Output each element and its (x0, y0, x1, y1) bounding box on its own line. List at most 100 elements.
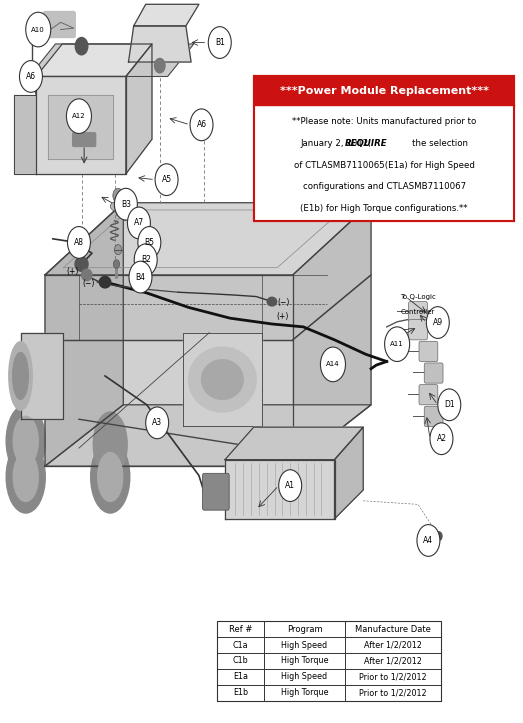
Circle shape (279, 470, 302, 502)
Ellipse shape (99, 276, 111, 288)
Text: **Please note: Units manufactured prior to: **Please note: Units manufactured prior … (292, 117, 476, 127)
Text: After 1/2/2012: After 1/2/2012 (364, 656, 422, 665)
Text: C1b: C1b (233, 656, 248, 665)
Text: E1b: E1b (233, 688, 248, 697)
Text: After 1/2/2012: After 1/2/2012 (364, 641, 422, 649)
Text: B4: B4 (135, 273, 145, 281)
Circle shape (115, 188, 138, 220)
Ellipse shape (201, 360, 243, 399)
Ellipse shape (13, 353, 28, 399)
Text: B5: B5 (144, 238, 154, 247)
FancyBboxPatch shape (419, 341, 438, 362)
Text: B3: B3 (121, 200, 131, 209)
Text: D1: D1 (444, 401, 454, 409)
Text: (−): (−) (278, 298, 290, 307)
Text: A8: A8 (74, 238, 84, 247)
Circle shape (426, 307, 449, 338)
Circle shape (115, 244, 122, 254)
FancyBboxPatch shape (408, 320, 427, 340)
Circle shape (430, 423, 453, 455)
Text: REQUIRE: REQUIRE (345, 139, 387, 148)
Polygon shape (45, 405, 371, 466)
Circle shape (134, 244, 157, 275)
FancyBboxPatch shape (424, 406, 443, 427)
Ellipse shape (115, 204, 122, 209)
Polygon shape (45, 202, 371, 275)
Text: C1a: C1a (233, 641, 248, 649)
Text: A12: A12 (72, 114, 86, 119)
Circle shape (66, 99, 92, 134)
Text: A1: A1 (285, 481, 295, 490)
Polygon shape (45, 340, 293, 466)
Text: A4: A4 (423, 536, 434, 545)
Text: January 2, 2012,               the selection: January 2, 2012, the selection (300, 139, 468, 148)
Text: A6: A6 (197, 120, 207, 129)
Polygon shape (48, 95, 113, 160)
Text: Manufacture Date: Manufacture Date (355, 625, 431, 634)
Text: (+): (+) (66, 267, 79, 275)
Circle shape (19, 61, 42, 93)
Circle shape (190, 109, 213, 141)
Polygon shape (225, 460, 335, 519)
Polygon shape (126, 44, 152, 174)
Ellipse shape (93, 412, 127, 477)
Ellipse shape (9, 342, 32, 410)
Polygon shape (293, 202, 371, 340)
Circle shape (155, 59, 165, 73)
Circle shape (208, 27, 231, 59)
Text: A10: A10 (31, 27, 45, 33)
Polygon shape (45, 275, 293, 340)
Circle shape (113, 260, 120, 268)
Bar (254, 77, 515, 221)
Circle shape (129, 261, 152, 293)
Ellipse shape (188, 347, 256, 412)
Text: B2: B2 (141, 255, 151, 264)
Circle shape (146, 407, 168, 439)
Ellipse shape (267, 297, 277, 306)
Polygon shape (183, 333, 262, 427)
Polygon shape (225, 427, 363, 460)
Text: A6: A6 (26, 72, 36, 81)
Polygon shape (29, 44, 194, 77)
Circle shape (436, 532, 442, 541)
Circle shape (75, 38, 88, 55)
Polygon shape (14, 95, 36, 174)
Circle shape (431, 541, 436, 547)
Bar (254, 106, 515, 221)
Polygon shape (20, 333, 63, 419)
Polygon shape (134, 4, 199, 26)
Ellipse shape (90, 441, 130, 513)
FancyBboxPatch shape (43, 12, 75, 38)
FancyBboxPatch shape (408, 301, 427, 322)
Text: configurations and CTLASMB7110067: configurations and CTLASMB7110067 (302, 182, 465, 192)
FancyBboxPatch shape (202, 474, 229, 510)
Circle shape (128, 207, 151, 239)
Text: To Q-Logic: To Q-Logic (400, 294, 436, 299)
FancyBboxPatch shape (424, 363, 443, 383)
Text: (+): (+) (276, 312, 289, 321)
Polygon shape (36, 44, 152, 77)
Ellipse shape (6, 405, 46, 477)
Circle shape (438, 389, 461, 421)
Text: (E1b) for High Torque configurations.**: (E1b) for High Torque configurations.** (300, 204, 468, 213)
Text: Prior to 1/2/2012: Prior to 1/2/2012 (359, 688, 427, 697)
Circle shape (417, 525, 440, 556)
Ellipse shape (13, 453, 38, 502)
Text: Prior to 1/2/2012: Prior to 1/2/2012 (359, 672, 427, 681)
Text: Ref #: Ref # (229, 625, 252, 634)
Bar (254, 77, 515, 221)
Ellipse shape (6, 441, 46, 513)
Text: Program: Program (287, 625, 322, 634)
Text: A11: A11 (390, 341, 404, 347)
Text: A14: A14 (326, 362, 340, 367)
Polygon shape (36, 77, 126, 174)
FancyBboxPatch shape (419, 385, 438, 405)
Circle shape (155, 164, 178, 195)
Text: High Torque: High Torque (281, 688, 328, 697)
Circle shape (321, 347, 346, 382)
Polygon shape (45, 202, 123, 466)
Text: High Speed: High Speed (281, 641, 327, 649)
Text: Controller: Controller (401, 309, 435, 315)
Text: A5: A5 (162, 175, 172, 184)
Text: E1a: E1a (233, 672, 248, 681)
